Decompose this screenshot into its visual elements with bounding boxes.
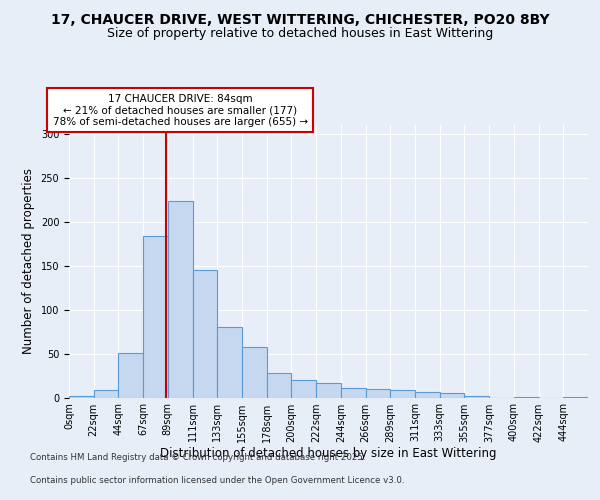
Bar	[390, 390, 415, 398]
Bar	[292, 380, 316, 398]
Text: Size of property relative to detached houses in East Wittering: Size of property relative to detached ho…	[107, 28, 493, 40]
Text: 17, CHAUCER DRIVE, WEST WITTERING, CHICHESTER, PO20 8BY: 17, CHAUCER DRIVE, WEST WITTERING, CHICH…	[50, 12, 550, 26]
Bar	[69, 396, 94, 398]
Bar	[415, 392, 440, 398]
Bar	[193, 270, 217, 398]
Bar	[143, 236, 168, 398]
Y-axis label: Number of detached properties: Number of detached properties	[22, 168, 35, 354]
Text: Contains HM Land Registry data © Crown copyright and database right 2025.: Contains HM Land Registry data © Crown c…	[30, 454, 365, 462]
Bar	[94, 390, 118, 398]
Bar	[365, 388, 390, 398]
Bar	[464, 396, 489, 398]
Text: Contains public sector information licensed under the Open Government Licence v3: Contains public sector information licen…	[30, 476, 404, 485]
Bar	[440, 393, 464, 398]
Bar	[118, 352, 143, 398]
Bar	[217, 327, 242, 398]
Bar	[242, 348, 267, 398]
Text: 17 CHAUCER DRIVE: 84sqm
← 21% of detached houses are smaller (177)
78% of semi-d: 17 CHAUCER DRIVE: 84sqm ← 21% of detache…	[53, 94, 308, 127]
Bar	[168, 200, 193, 398]
Bar	[563, 396, 588, 398]
Bar	[514, 396, 539, 398]
Bar	[316, 382, 341, 398]
Bar	[267, 373, 292, 398]
Bar	[341, 388, 365, 398]
X-axis label: Distribution of detached houses by size in East Wittering: Distribution of detached houses by size …	[160, 448, 497, 460]
